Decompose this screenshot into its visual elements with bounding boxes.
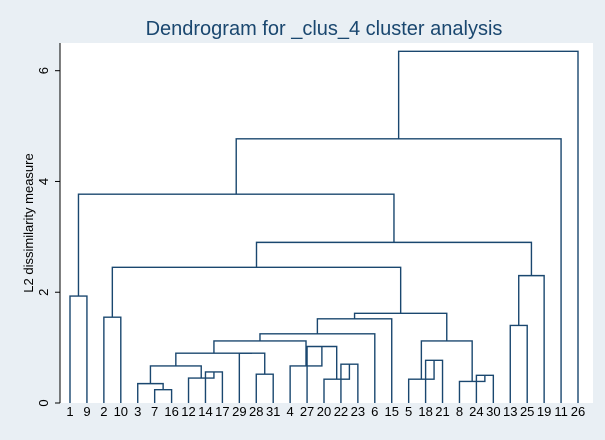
leaf-label: 8: [456, 404, 463, 419]
leaf-label: 19: [537, 404, 551, 419]
leaf-label: 14: [198, 404, 212, 419]
leaf-label: 27: [300, 404, 314, 419]
leaf-label: 12: [181, 404, 195, 419]
link-3-to-30: [353, 312, 448, 341]
leaf-label: 17: [215, 404, 229, 419]
leaf-label: 20: [317, 404, 331, 419]
leaf-label: 23: [351, 404, 365, 419]
chart-title: Dendrogram for _clus_4 cluster analysis: [146, 18, 503, 40]
leaf-label: 10: [114, 404, 128, 419]
leaf-label: 18: [418, 404, 432, 419]
leaf-label: 29: [232, 404, 246, 419]
leaf-label: 5: [405, 404, 412, 419]
leaf-label: 2: [100, 404, 107, 419]
leaf-label: 11: [554, 404, 568, 419]
leaf-label: 16: [164, 404, 178, 419]
leaf-labels: 1 9 2 10 3 7 16 12 14 17 29 28 31 4 27 20 22 23 6 15 5 18 21 8 2…: [66, 404, 585, 419]
leaf-label: 25: [520, 404, 534, 419]
link-5-18-21: [407, 360, 435, 403]
leaf-label: 7: [151, 404, 158, 419]
leaf-label: 13: [503, 404, 517, 419]
link-2-10: [103, 316, 122, 403]
link-3-to-31: [175, 352, 253, 366]
link-2-to-19: [255, 241, 533, 276]
leaf-label: 24: [469, 404, 483, 419]
y-tick-label: 4: [36, 178, 51, 185]
leaf-label: 6: [371, 404, 378, 419]
dendrogram-links: [69, 50, 579, 403]
leaf-label: 15: [384, 404, 398, 419]
link-7-16: [153, 389, 173, 403]
leaf-label: 26: [571, 404, 585, 419]
y-tick-label: 2: [36, 289, 51, 296]
link-12-14-17: [187, 371, 215, 403]
y-tick-label: 0: [36, 399, 51, 406]
leaf-label: 28: [249, 404, 263, 419]
link-1-9: [69, 295, 88, 403]
link-2-to-30: [111, 266, 402, 318]
y-axis: 0 2 4 6: [36, 43, 61, 407]
leaf-label: 31: [266, 404, 280, 419]
leaf-label: 1: [66, 404, 73, 419]
link-13-25: [509, 324, 528, 403]
link-root-26: [397, 50, 579, 403]
link-20-22-23: [323, 364, 351, 403]
leaf-label: 22: [334, 404, 348, 419]
leaf-label: 4: [287, 404, 294, 419]
y-axis-label: L2 dissimilarity measure: [21, 153, 36, 292]
leaf-label: 9: [83, 404, 90, 419]
leaf-label: 21: [435, 404, 449, 419]
y-tick-label: 6: [36, 67, 51, 74]
plot-area: [60, 43, 593, 403]
leaf-label: 3: [134, 404, 141, 419]
leaf-label: 30: [486, 404, 500, 419]
